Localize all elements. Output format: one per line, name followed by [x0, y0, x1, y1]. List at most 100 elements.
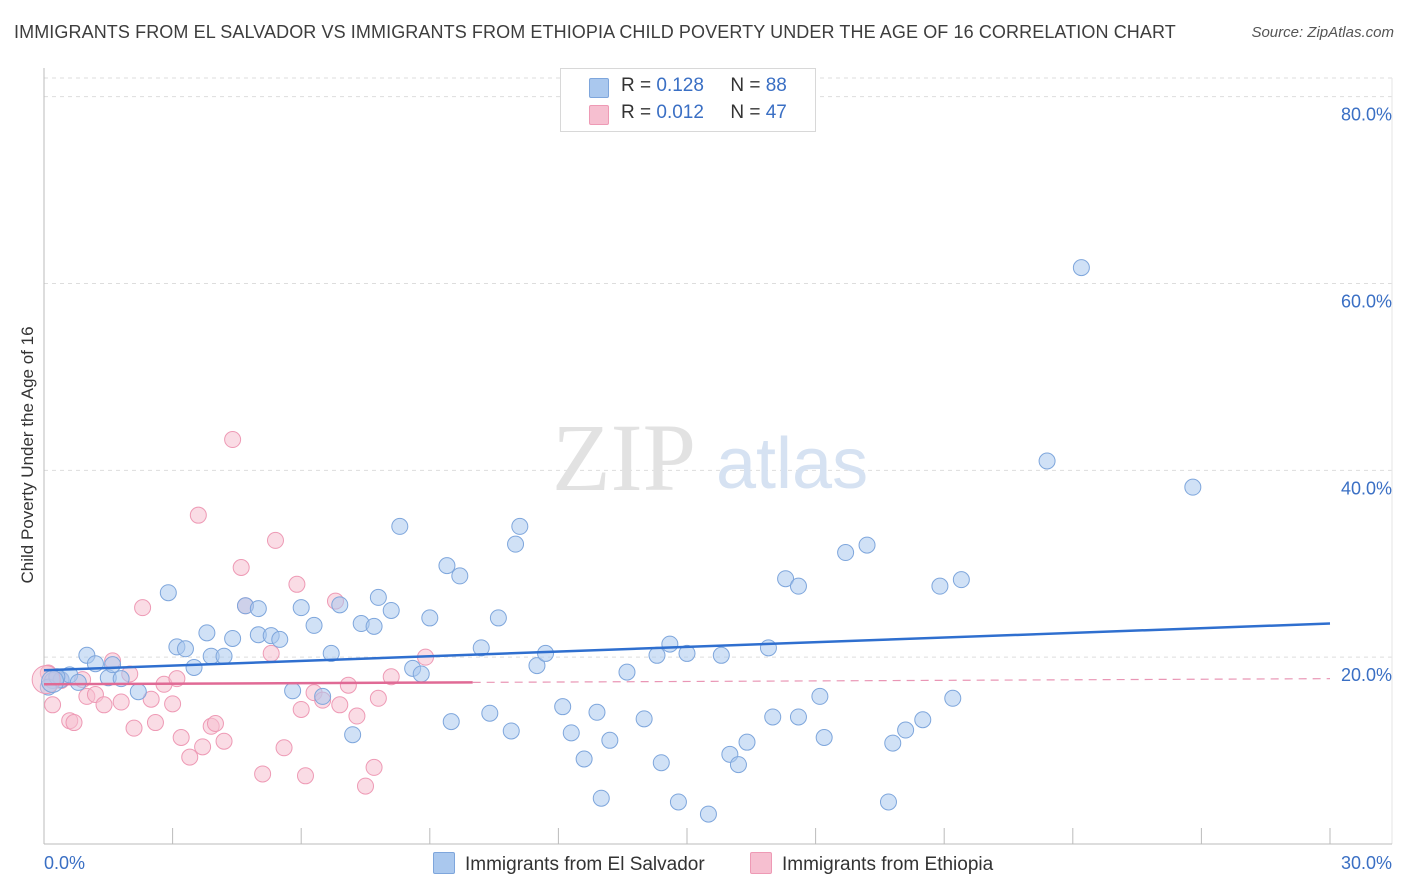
el-salvador-point: [271, 630, 289, 648]
el-salvador-point: [438, 557, 456, 575]
el-salvador-point: [215, 647, 233, 665]
el-salvador-point: [421, 609, 439, 627]
ethiopia-point: [142, 690, 160, 708]
ethiopia-point: [348, 707, 366, 725]
y-axis-label: Child Poverty Under the Age of 16: [18, 326, 37, 584]
el-salvador-point: [815, 729, 833, 747]
el-salvador-point: [528, 657, 546, 675]
ethiopia-point: [224, 431, 242, 449]
el-salvador-point: [322, 644, 340, 662]
el-salvador-point: [618, 663, 636, 681]
chart-title: IMMIGRANTS FROM EL SALVADOR VS IMMIGRANT…: [14, 22, 1176, 42]
ethiopia-point: [292, 700, 310, 718]
el-salvador-point: [944, 689, 962, 707]
el-salvador-point: [511, 517, 529, 535]
ethiopia-point: [382, 668, 400, 686]
el-salvador-point: [1072, 259, 1090, 277]
el-salvador-point: [472, 639, 490, 657]
trend-lines: [43, 622, 1331, 686]
el-salvador-point: [554, 698, 572, 716]
ethiopia-trend-line: [43, 681, 473, 686]
el-salvador-point: [451, 567, 469, 585]
correlation-legend: R = 0.128 N = 88 R = 0.012 N = 47: [560, 68, 816, 132]
ethiopia-point: [288, 575, 306, 593]
el-salvador-point: [601, 731, 619, 749]
el-salvador-point: [575, 750, 593, 768]
ethiopia-point: [206, 714, 224, 732]
el-salvador-point: [344, 726, 362, 744]
ethiopia-point: [275, 739, 293, 757]
el-salvador-point: [811, 687, 829, 705]
el-salvador-point: [481, 704, 499, 722]
watermark-zip: ZIP: [552, 404, 696, 511]
el-salvador-point: [777, 570, 795, 588]
y-tick-label: 80.0%: [1341, 105, 1392, 125]
legend-r-label: R =: [621, 75, 652, 96]
ethiopia-swatch: [589, 105, 609, 125]
el-salvador-point: [879, 793, 897, 811]
el-salvador-point: [729, 756, 747, 774]
el-salvador-point: [507, 535, 525, 553]
x-tick-label: 30.0%: [1341, 853, 1392, 873]
ethiopia-trend-extension: [472, 678, 1331, 683]
el-salvador-point: [789, 708, 807, 726]
el-salvador-point: [1038, 452, 1056, 470]
el-salvador-point: [412, 665, 430, 683]
ethiopia-point: [164, 695, 182, 713]
data-points: [31, 259, 1202, 823]
el-salvador-point: [365, 617, 383, 635]
el-salvador-point: [897, 721, 915, 739]
el-salvador-point: [592, 789, 610, 807]
ethiopia-point: [331, 696, 349, 714]
el-salvador-point: [369, 588, 387, 606]
ethiopia-point: [172, 729, 190, 747]
legend-n-value: 47: [765, 102, 787, 123]
ethiopia-point: [125, 719, 143, 737]
el-salvador-point: [669, 793, 687, 811]
legend-n-label: N =: [730, 102, 761, 123]
ethiopia-point: [262, 644, 280, 662]
el-salvador-point: [678, 644, 696, 662]
el-salvador-point: [858, 536, 876, 554]
ethiopia-point: [254, 765, 272, 783]
ethiopia-point: [365, 758, 383, 776]
ethiopia-point: [194, 738, 212, 756]
el-salvador-point: [442, 713, 460, 731]
el-salvador-point: [648, 646, 666, 664]
el-salvador-point: [562, 724, 580, 742]
el-salvador-point: [712, 646, 730, 664]
el-salvador-point: [759, 639, 777, 657]
legend-r-value: 0.012: [656, 102, 704, 123]
ethiopia-point: [339, 676, 357, 694]
el-salvador-point: [635, 710, 653, 728]
bottom-legend-ethiopia: Immigrants from Ethiopia: [750, 852, 993, 876]
el-salvador-point: [176, 640, 194, 658]
el-salvador-swatch: [589, 78, 609, 98]
el-salvador-point: [789, 577, 807, 595]
legend-n-value: 88: [765, 75, 787, 96]
el-salvador-legend-label: Immigrants from El Salvador: [465, 854, 705, 875]
el-salvador-point: [764, 708, 782, 726]
el-salvador-point: [661, 635, 679, 653]
ethiopia-point: [112, 693, 130, 711]
el-salvador-legend-swatch: [433, 852, 455, 874]
el-salvador-point: [502, 722, 520, 740]
el-salvador-point: [952, 571, 970, 589]
el-salvador-point: [129, 683, 147, 701]
el-salvador-point: [331, 596, 349, 614]
el-salvador-point: [112, 670, 130, 688]
ethiopia-point: [296, 767, 314, 785]
ethiopia-point: [95, 696, 113, 714]
el-salvador-point: [391, 517, 409, 535]
bottom-legend-el-salvador: Immigrants from El Salvador: [433, 852, 705, 876]
legend-n-label: N =: [730, 75, 761, 96]
ethiopia-point: [215, 732, 233, 750]
el-salvador-point: [159, 584, 177, 602]
el-salvador-point: [292, 599, 310, 617]
tick-labels: 20.0% 40.0% 60.0% 80.0% 0.0% 30.0%: [44, 105, 1392, 873]
ethiopia-point: [189, 506, 207, 524]
el-salvador-point: [699, 805, 717, 823]
ethiopia-point: [134, 599, 152, 617]
el-salvador-point: [738, 733, 756, 751]
